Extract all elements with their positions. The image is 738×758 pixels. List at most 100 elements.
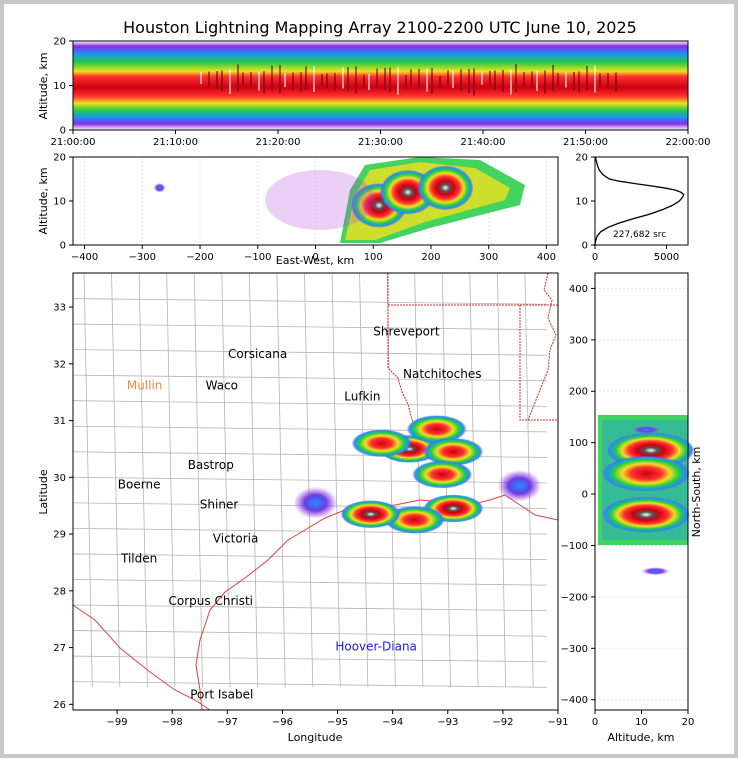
station-label: Boerne [118, 478, 161, 492]
northsouth-core [602, 496, 691, 533]
altitude-histogram-panel: 0 5000 0 10 20 227,682 src [575, 153, 689, 263]
altitude-northsouth-ytick-label: −100 [561, 541, 588, 552]
plan-view-xtick-label: −94 [382, 717, 403, 728]
altitude-time-band [73, 41, 688, 130]
northsouth-core [641, 567, 670, 576]
northsouth-cores [602, 425, 695, 576]
plan-view-ytick-label: 29 [53, 530, 66, 541]
altitude-time-stripe [389, 67, 391, 93]
altitude-time-xtick-label: 21:10:00 [153, 137, 198, 148]
altitude-eastwest-xtick-label: −200 [186, 252, 213, 263]
altitude-histogram-ytick-label: 0 [582, 241, 588, 252]
altitude-time-stripe [439, 76, 441, 88]
altitude-eastwest-xtick-label: −300 [129, 252, 156, 263]
altitude-eastwest-xtick-label: −400 [71, 252, 98, 263]
station-label: Port Isabel [190, 688, 253, 702]
altitude-time-stripe [460, 69, 462, 91]
altitude-time-stripe [216, 71, 218, 89]
altitude-time-stripe [300, 72, 302, 92]
altitude-time-stripe [578, 71, 580, 93]
plan-view-ytick-label: 32 [53, 359, 66, 370]
altitude-eastwest-xtick-label: 400 [537, 252, 556, 263]
altitude-time-stripe [615, 72, 617, 92]
altitude-time-stripe [447, 70, 449, 86]
altitude-eastwest-xtick-label: 0 [312, 252, 318, 263]
gulf-coastline [72, 494, 559, 711]
altitude-time-stripe [531, 71, 533, 89]
station-label: Tilden [120, 551, 157, 565]
altitude-time-stripe [355, 66, 357, 94]
northsouth-core [602, 455, 691, 492]
altitude-northsouth-ytick-label: 300 [569, 335, 588, 346]
altitude-eastwest-xtick-label: 300 [479, 252, 498, 263]
eastwest-cores [153, 165, 474, 228]
altitude-northsouth-ytick-label: 400 [569, 284, 588, 295]
county-line [469, 272, 479, 688]
county-line [359, 272, 369, 688]
altitude-time-stripe [229, 70, 231, 94]
altitude-time-stripe [271, 65, 273, 91]
altitude-northsouth-ytick-label: −300 [561, 644, 588, 655]
station-label: Corpus Christi [169, 594, 254, 608]
figure: Houston Lightning Mapping Array 2100-220… [37, 18, 710, 744]
altitude-eastwest-ytick-label: 20 [53, 153, 66, 164]
altitude-time-xtick-label: 21:20:00 [256, 137, 301, 148]
state-borders [387, 272, 558, 433]
county-line [83, 272, 93, 688]
storm-cell [406, 415, 467, 444]
county-line [386, 272, 396, 688]
altitude-time-stripe [607, 73, 609, 89]
altitude-time-stripe [599, 73, 601, 87]
altitude-time-stripe [502, 70, 504, 92]
county-line [72, 630, 547, 637]
altitude-eastwest-ytick-label: 0 [60, 241, 66, 252]
county-line [72, 374, 547, 382]
altitude-time-stripe [586, 66, 588, 90]
altitude-time-stripe [452, 70, 454, 88]
county-line [72, 349, 547, 356]
altitude-time-stripe [536, 71, 538, 91]
altitude-eastwest-xtick-label: 200 [421, 252, 440, 263]
altitude-time-stripe [481, 71, 483, 85]
county-line [72, 527, 547, 535]
altitude-eastwest-xtick-label: 100 [364, 252, 383, 263]
altitude-time-stripe [305, 66, 307, 90]
altitude-time-stripe [418, 69, 420, 89]
altitude-histogram-xtick-label: 0 [592, 252, 598, 263]
altitude-time-stripe [258, 71, 260, 91]
altitude-eastwest-panel: −400 −300 −200 −100 0 100 200 300 400 0 10 20 Altit… [37, 153, 559, 267]
altitude-time-stripe [515, 64, 517, 92]
altitude-histogram-ytick-label: 20 [575, 153, 588, 164]
county-line [72, 400, 547, 407]
storm-cells [293, 415, 542, 534]
plan-view-xtick-label: −92 [492, 717, 513, 728]
altitude-time-xtick-label: 21:00:00 [51, 137, 96, 148]
altitude-time-stripe [221, 70, 223, 92]
altitude-time-stripe [263, 71, 265, 93]
altitude-time-stripe [242, 72, 244, 86]
altitude-eastwest-xtick-label: −100 [244, 252, 271, 263]
station-label: Shreveport [373, 324, 440, 338]
storm-cell [497, 469, 542, 502]
altitude-time-stripe [384, 68, 386, 90]
county-line [166, 272, 176, 688]
storm-cell [412, 460, 473, 489]
plan-view-ytick-label: 28 [53, 586, 66, 597]
altitude-time-stripe [405, 75, 407, 89]
plan-view-ytick-label: 30 [53, 473, 66, 484]
station-label: Victoria [213, 532, 259, 546]
altitude-time-stripe [347, 67, 349, 91]
figure-frame: Houston Lightning Mapping Array 2100-220… [4, 4, 734, 754]
eastwest-scatter-cloud [265, 170, 375, 230]
eastwest-core [417, 165, 474, 211]
station-labels: Shreveport Corsicana Natchitoches Mullin Wac… [118, 324, 482, 701]
county-line [248, 272, 259, 688]
altitude-time-stripe [573, 72, 575, 90]
altitude-time-ytick-label: 10 [53, 81, 66, 92]
county-line [72, 655, 547, 663]
plan-view-frame [72, 272, 559, 711]
storm-cell [351, 429, 412, 458]
altitude-time-stripe [200, 72, 202, 84]
plan-view-xtick-label: −95 [327, 717, 348, 728]
altitude-northsouth-ytick-label: 200 [569, 387, 588, 398]
